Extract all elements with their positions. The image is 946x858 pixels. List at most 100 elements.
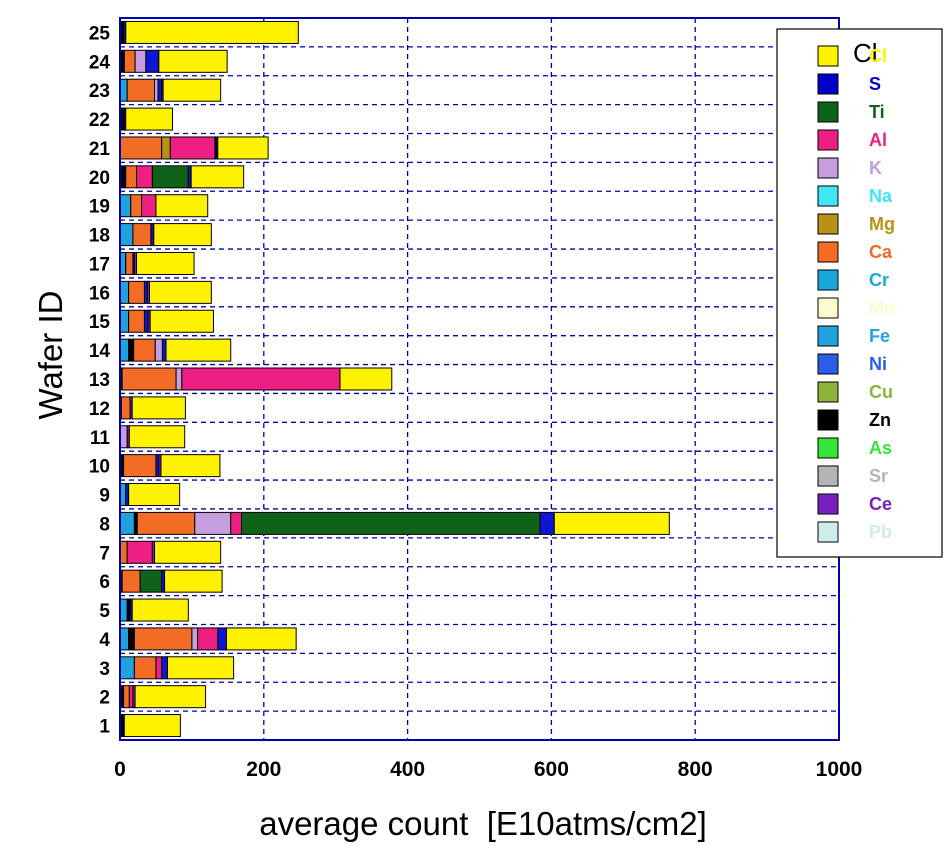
bar-segment-k [154, 78, 159, 102]
bar-segment-cl [149, 309, 214, 333]
y-tick-label: 9 [99, 486, 110, 507]
bar-segment-al [181, 367, 341, 391]
bar-segment-cl [131, 598, 189, 622]
bar-segment-ti [139, 569, 163, 593]
bar-segment-zn [128, 338, 135, 362]
bar-wafer-7 [119, 540, 222, 564]
x-tick-label: 1000 [816, 758, 863, 781]
legend-item-fe: Fe [817, 325, 890, 347]
bar-segment-al [197, 627, 219, 651]
bar-segment-ca [132, 223, 152, 247]
bar-wafer-2 [119, 685, 207, 709]
bar-segment-ca [130, 194, 143, 218]
bar-segment-al [141, 194, 157, 218]
bar-segment-fe [119, 309, 130, 333]
bar-segment-s [145, 49, 160, 73]
bar-segment-ca [125, 251, 134, 275]
x-tick-label: 800 [678, 758, 713, 781]
bar-wafer-16 [119, 280, 212, 304]
legend-item-zn: Zn [817, 409, 891, 431]
y-tick-label: 21 [89, 139, 111, 160]
legend-label: Cl [869, 46, 887, 66]
bar-wafer-8 [119, 511, 670, 535]
bar-segment-ca [133, 627, 193, 651]
legend-item-s: S [817, 73, 881, 95]
legend-item-pb: Pb [817, 521, 892, 543]
bar-segment-cl [128, 483, 181, 507]
legend-label: Na [869, 186, 893, 206]
legend-label: Pb [869, 522, 892, 542]
bar-segment-k [119, 425, 128, 449]
bar-wafer-20 [119, 165, 245, 189]
y-tick-label: 5 [99, 601, 110, 622]
bar-segment-cl [148, 280, 212, 304]
legend-item-k: K [817, 157, 882, 179]
bar-segment-ca [121, 569, 141, 593]
legend-label: S [869, 74, 881, 94]
bar-segment-al [230, 511, 243, 535]
legend-item-mg: Mg [817, 213, 895, 235]
bar-segment-ca [136, 511, 196, 535]
bar-segment-ca [125, 165, 138, 189]
legend-swatch [817, 269, 839, 291]
bar-wafer-17 [119, 251, 195, 275]
x-axis-title: average count [E10atms/cm2] [259, 805, 707, 842]
bar-segment-ca [126, 78, 156, 102]
y-tick-label: 10 [89, 457, 110, 478]
bar-segment-s [539, 511, 555, 535]
bar-segment-ca [119, 540, 128, 564]
legend: Cl Cl S Ti Al K Na Mg Ca Cr Mn Fe Ni Cu Zn As Sr Ce Pb [776, 28, 943, 558]
bar-segment-cl [166, 656, 235, 680]
bar-segment-ca [128, 280, 145, 304]
legend-label: Sr [869, 466, 888, 486]
bar-segment-ca [123, 685, 130, 709]
legend-label: As [869, 438, 892, 458]
bar-wafer-5 [119, 598, 189, 622]
bar-segment-ca [121, 367, 177, 391]
bar-segment-cl [134, 685, 207, 709]
bar-segment-cl [155, 194, 209, 218]
legend-label: K [869, 158, 882, 178]
bar-segment-k [175, 367, 183, 391]
bar-segment-al [169, 136, 216, 160]
legend-title: Cl [853, 38, 878, 68]
y-tick-label: 25 [89, 23, 111, 44]
bar-segment-al [126, 540, 153, 564]
bar-segment-s [161, 338, 167, 362]
legend-item-cl: Cl [817, 45, 887, 67]
bar-segment-fe [119, 598, 128, 622]
bar-wafer-1 [119, 714, 181, 738]
legend-item-al: Al [817, 129, 887, 151]
legend-label: Zn [869, 410, 891, 430]
legend-swatch [817, 45, 839, 67]
legend-label: Ca [869, 242, 893, 262]
bar-wafer-25 [119, 20, 299, 44]
bar-segment-cl [190, 165, 245, 189]
y-tick-label: 1 [99, 717, 110, 738]
bar-wafer-18 [119, 223, 212, 247]
bar-wafer-15 [119, 309, 214, 333]
bar-segment-cl [125, 107, 173, 131]
y-tick-label: 22 [89, 110, 110, 131]
legend-swatch [817, 213, 839, 235]
legend-label: Ce [869, 494, 892, 514]
bar-segment-cl [154, 540, 222, 564]
legend-swatch [817, 185, 839, 207]
bar-segment-cl [136, 251, 195, 275]
bar-segment-cl [225, 627, 297, 651]
x-tick-label: 0 [114, 758, 126, 781]
legend-item-cr: Cr [817, 269, 889, 291]
legend-item-ti: Ti [817, 101, 885, 123]
legend-swatch [817, 73, 839, 95]
bar-segment-fe [119, 78, 128, 102]
legend-swatch [817, 381, 839, 403]
bar-segment-cl [153, 223, 212, 247]
bar-segment-fe [119, 338, 130, 362]
bar-segment-cl [128, 425, 186, 449]
bar-segment-ca [128, 309, 145, 333]
legend-swatch [817, 101, 839, 123]
legend-swatch [817, 129, 839, 151]
legend-label: Al [869, 130, 887, 150]
legend-swatch [817, 465, 839, 487]
bar-segment-ca [120, 396, 131, 420]
